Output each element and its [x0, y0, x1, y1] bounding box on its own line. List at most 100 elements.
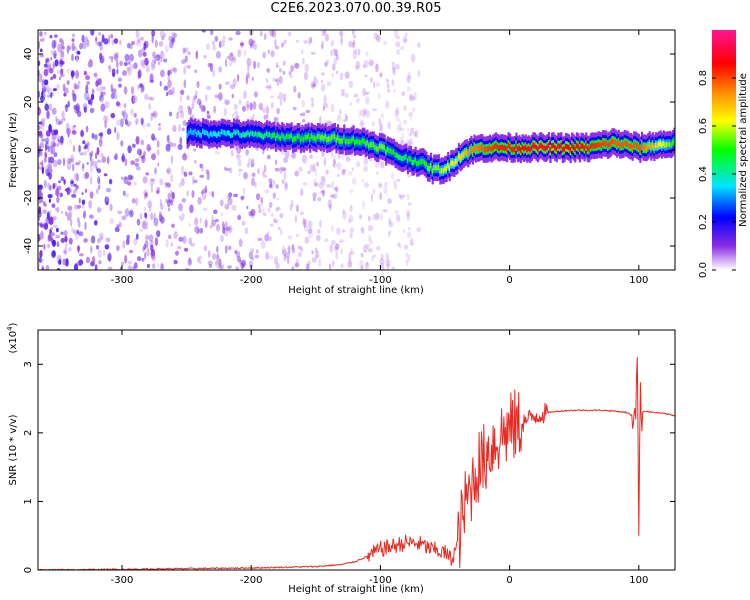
ridge-cell: [366, 140, 369, 146]
ridge-cell: [564, 143, 568, 149]
noise-speck: [394, 210, 399, 215]
noise-speck: [135, 158, 140, 163]
noise-speck: [159, 198, 162, 207]
noise-speck: [193, 95, 198, 100]
noise-speck: [348, 80, 354, 89]
ridge-cell: [668, 141, 671, 147]
noise-speck: [365, 96, 370, 105]
noise-speck: [73, 183, 77, 187]
noise-speck: [168, 234, 172, 240]
noise-speck: [167, 192, 172, 200]
noise-speck: [98, 184, 101, 190]
ridge-cell: [538, 143, 541, 149]
noise-speck: [110, 92, 115, 100]
noise-speck: [236, 267, 239, 270]
noise-speck: [204, 94, 208, 103]
noise-speck: [281, 167, 287, 172]
noise-speck: [99, 52, 103, 60]
noise-speck: [159, 56, 163, 63]
noise-speck: [340, 263, 344, 269]
noise-speck: [209, 63, 214, 72]
noise-speck: [392, 67, 395, 75]
noise-speck: [385, 100, 390, 109]
noise-speck: [184, 55, 188, 63]
noise-speck: [295, 258, 299, 265]
noise-speck: [376, 35, 381, 43]
ridge-cell: [493, 143, 496, 150]
noise-speck: [51, 203, 56, 208]
noise-speck: [40, 197, 44, 203]
ridge-cell: [389, 148, 392, 154]
noise-speck: [133, 113, 137, 118]
noise-speck: [290, 199, 294, 208]
ridge-cell: [419, 159, 422, 165]
noise-speck: [40, 123, 45, 131]
noise-speck: [55, 188, 60, 197]
noise-speck: [369, 238, 373, 246]
noise-speck: [258, 208, 262, 214]
noise-speck: [246, 149, 250, 155]
noise-speck: [206, 115, 212, 119]
noise-speck: [93, 160, 98, 168]
noise-speck: [90, 245, 93, 254]
noise-speck: [141, 154, 146, 164]
ridge-cell: [188, 130, 191, 136]
noise-speck: [263, 114, 268, 120]
ridge-cell: [659, 141, 662, 147]
noise-speck: [231, 57, 236, 61]
ridge-cell: [374, 144, 377, 150]
noise-speck: [250, 208, 256, 217]
noise-speck: [324, 238, 329, 242]
noise-speck: [349, 251, 355, 256]
noise-speck: [235, 115, 240, 120]
noise-speck: [215, 219, 219, 223]
ridge-cell: [394, 152, 397, 158]
noise-speck: [156, 54, 161, 58]
noise-speck: [335, 243, 340, 251]
noise-speck: [323, 30, 327, 36]
noise-speck: [83, 172, 88, 180]
noise-speck: [276, 77, 280, 87]
noise-speck: [94, 219, 98, 226]
noise-speck: [169, 69, 172, 75]
noise-speck: [144, 251, 147, 260]
noise-speck: [38, 256, 42, 263]
noise-speck: [408, 132, 413, 137]
noise-speck: [64, 235, 68, 243]
ridge-cell: [470, 146, 473, 152]
noise-speck: [149, 206, 152, 212]
noise-speck: [171, 192, 175, 199]
noise-speck: [45, 264, 50, 270]
ridge-cell: [271, 132, 275, 139]
noise-speck: [364, 110, 371, 118]
noise-speck: [336, 227, 341, 235]
noise-speck: [203, 55, 207, 59]
ridge-cell: [653, 145, 656, 151]
noise-speck: [368, 215, 371, 222]
noise-speck: [303, 40, 308, 44]
ridge-cell: [392, 149, 395, 155]
ridge-cell: [247, 129, 250, 136]
noise-speck: [128, 61, 131, 65]
ridge-cell: [577, 143, 580, 150]
noise-speck: [292, 106, 297, 111]
ridge-cell: [233, 128, 236, 135]
noise-speck: [262, 212, 267, 216]
noise-speck: [349, 227, 354, 234]
noise-speck: [337, 153, 341, 160]
noise-speck: [142, 51, 147, 57]
noise-speck: [314, 167, 317, 177]
ridge-cell: [630, 143, 633, 149]
noise-speck: [171, 32, 175, 38]
noise-speck: [153, 217, 159, 227]
noise-speck: [395, 106, 400, 115]
noise-speck: [277, 226, 281, 231]
noise-speck: [409, 238, 414, 247]
noise-speck: [347, 259, 353, 268]
noise-speck: [43, 243, 46, 251]
noise-speck: [388, 121, 392, 130]
snr-y-scale-label: (x104): [6, 322, 19, 353]
noise-speck: [144, 93, 149, 101]
noise-speck: [52, 216, 57, 221]
ridge-cell: [496, 144, 499, 150]
